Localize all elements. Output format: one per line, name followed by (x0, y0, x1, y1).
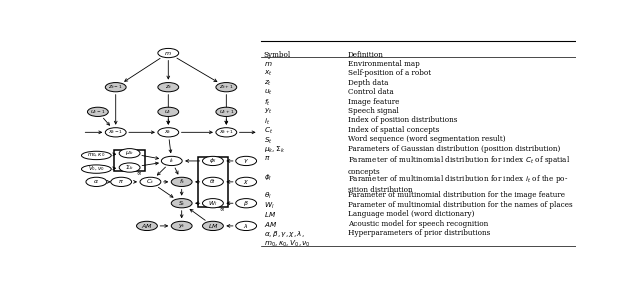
Text: $u_t$: $u_t$ (164, 108, 172, 116)
Text: $W_l$: $W_l$ (208, 199, 218, 208)
Text: $W_l$: $W_l$ (264, 201, 274, 211)
Text: $\alpha, \beta, \gamma, \chi, \lambda,$: $\alpha, \beta, \gamma, \chi, \lambda,$ (264, 229, 304, 239)
Text: $u_t$: $u_t$ (264, 88, 272, 97)
Text: $\pi$: $\pi$ (264, 154, 270, 162)
Text: $z_t$: $z_t$ (164, 83, 172, 91)
Text: $\theta_l$: $\theta_l$ (264, 191, 271, 201)
Circle shape (172, 198, 192, 208)
Circle shape (172, 221, 192, 231)
Circle shape (158, 107, 179, 116)
Circle shape (202, 177, 223, 186)
Text: $\pi$: $\pi$ (118, 178, 124, 185)
Text: $z_{t-1}$: $z_{t-1}$ (108, 83, 123, 91)
Circle shape (140, 177, 161, 186)
Text: $\alpha$: $\alpha$ (93, 178, 99, 185)
Circle shape (216, 83, 237, 92)
Circle shape (106, 83, 126, 92)
Text: $\phi_l$: $\phi_l$ (209, 156, 216, 165)
Text: $\beta$: $\beta$ (243, 199, 249, 208)
Text: $\theta_l$: $\theta_l$ (209, 177, 216, 186)
Circle shape (236, 177, 257, 186)
Text: Hyperparameters of prior distributions: Hyperparameters of prior distributions (348, 229, 490, 237)
Text: $u_{t+1}$: $u_{t+1}$ (219, 108, 234, 116)
Text: $\mu_k, \Sigma_k$: $\mu_k, \Sigma_k$ (264, 145, 285, 155)
Text: $u_{t-1}$: $u_{t-1}$ (90, 108, 106, 116)
Text: $\infty$: $\infty$ (136, 171, 141, 177)
Text: $x_{t+1}$: $x_{t+1}$ (219, 128, 234, 136)
Text: $z_t$: $z_t$ (264, 79, 271, 88)
Text: $x_t$: $x_t$ (264, 69, 272, 78)
Circle shape (158, 83, 179, 92)
Text: Index of spatial concepts: Index of spatial concepts (348, 126, 439, 134)
Circle shape (158, 128, 179, 137)
Circle shape (88, 107, 108, 116)
Text: Self-position of a robot: Self-position of a robot (348, 69, 431, 77)
Circle shape (172, 177, 192, 186)
Circle shape (119, 163, 140, 172)
Circle shape (236, 156, 257, 166)
Text: Parameter of multinomial distribution for the image feature: Parameter of multinomial distribution fo… (348, 191, 565, 199)
Text: Environmental map: Environmental map (348, 60, 420, 68)
Circle shape (236, 198, 257, 208)
Text: $\Sigma_k$: $\Sigma_k$ (125, 163, 134, 172)
Circle shape (202, 156, 223, 166)
Circle shape (236, 221, 257, 231)
Text: Control data: Control data (348, 88, 394, 96)
Text: $C_t$: $C_t$ (264, 126, 273, 136)
Circle shape (216, 107, 237, 116)
Text: $i_t$: $i_t$ (169, 156, 175, 165)
Text: $y_t$: $y_t$ (178, 222, 186, 230)
Text: $LM$: $LM$ (264, 210, 276, 219)
Text: $V_0,\nu_0$: $V_0,\nu_0$ (88, 165, 104, 174)
Text: $m$: $m$ (264, 60, 272, 68)
Text: $C_t$: $C_t$ (147, 177, 154, 186)
Text: $f_t$: $f_t$ (179, 177, 185, 186)
Circle shape (111, 177, 132, 186)
Text: $z_{t+1}$: $z_{t+1}$ (219, 83, 234, 91)
Text: Depth data: Depth data (348, 79, 388, 87)
Text: $\gamma$: $\gamma$ (243, 157, 249, 165)
Circle shape (119, 149, 140, 158)
Circle shape (202, 221, 223, 231)
Text: $\phi_l$: $\phi_l$ (264, 173, 271, 183)
Text: $\infty$: $\infty$ (219, 207, 225, 213)
Text: Speech signal: Speech signal (348, 107, 399, 115)
Text: $S_t$: $S_t$ (264, 135, 272, 146)
Circle shape (136, 221, 157, 231)
Text: $\mu_k$: $\mu_k$ (125, 149, 134, 157)
Text: $\lambda$: $\lambda$ (243, 222, 249, 230)
Text: Parameter of multinomial distribution for index $C_t$ of spatial
concepts: Parameter of multinomial distribution fo… (348, 154, 570, 176)
Text: $f_t$: $f_t$ (264, 98, 270, 108)
Text: Parameters of Gaussian distribution (position distribution): Parameters of Gaussian distribution (pos… (348, 145, 560, 153)
Text: $m$: $m$ (164, 49, 172, 57)
Ellipse shape (81, 151, 111, 160)
Text: $i_t$: $i_t$ (264, 116, 269, 127)
Text: Parameter of multinomial distribution for index $i_t$ of the po-
sition distribu: Parameter of multinomial distribution fo… (348, 173, 568, 194)
Circle shape (86, 177, 107, 186)
Text: $S_t$: $S_t$ (178, 199, 186, 208)
Circle shape (158, 48, 179, 58)
Circle shape (106, 128, 126, 137)
Text: $m_0, \kappa_0, V_0, \nu_0$: $m_0, \kappa_0, V_0, \nu_0$ (264, 239, 310, 249)
Text: Definition: Definition (348, 51, 384, 59)
Text: Index of position distributions: Index of position distributions (348, 116, 457, 124)
Text: Word sequence (word segmentation result): Word sequence (word segmentation result) (348, 135, 506, 143)
Text: $x_t$: $x_t$ (164, 128, 172, 136)
Text: Parameter of multinomial distribution for the names of places: Parameter of multinomial distribution fo… (348, 201, 572, 209)
Text: Symbol: Symbol (264, 51, 291, 59)
Text: $AM$: $AM$ (141, 222, 153, 230)
Text: Language model (word dictionary): Language model (word dictionary) (348, 210, 474, 218)
Circle shape (202, 198, 223, 208)
Text: $y_t$: $y_t$ (264, 107, 272, 116)
Text: $LM$: $LM$ (207, 222, 218, 230)
Circle shape (161, 156, 182, 166)
Circle shape (216, 128, 237, 137)
Text: Image feature: Image feature (348, 98, 399, 106)
Text: Acoustic model for speech recognition: Acoustic model for speech recognition (348, 220, 488, 228)
Text: $AM$: $AM$ (264, 220, 277, 229)
Text: $m_0,\kappa_0$: $m_0,\kappa_0$ (87, 152, 106, 159)
Ellipse shape (81, 165, 111, 173)
Text: $\chi$: $\chi$ (243, 178, 249, 186)
Text: $x_{t-1}$: $x_{t-1}$ (108, 128, 124, 136)
